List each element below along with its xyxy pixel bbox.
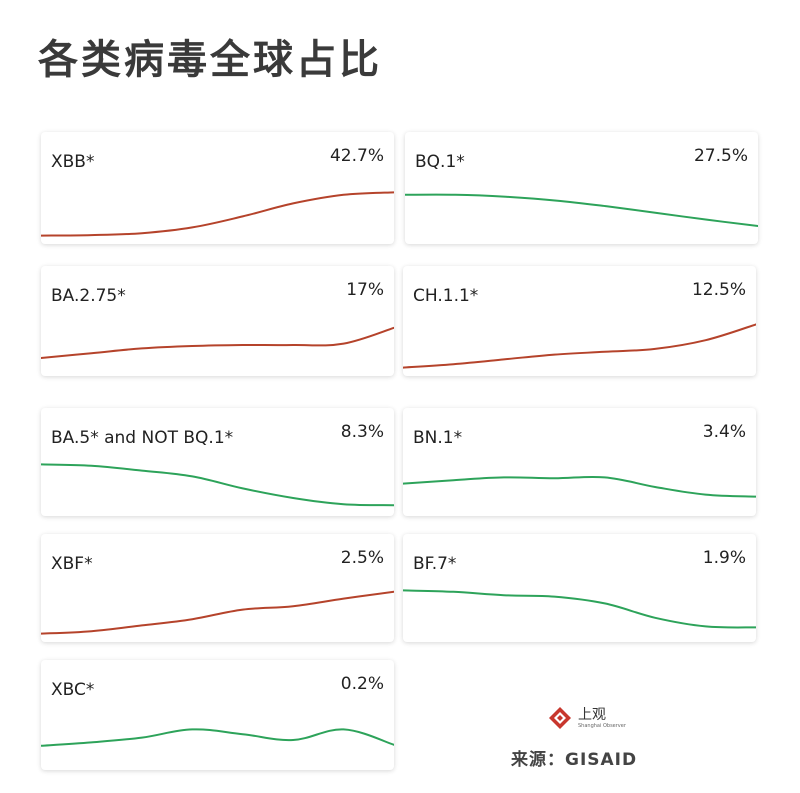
sparkline-ba5 xyxy=(41,463,394,507)
variant-name: XBC* xyxy=(51,680,95,700)
variant-name: XBB* xyxy=(51,152,95,172)
variant-share: 27.5% xyxy=(693,146,748,166)
variant-share: 12.5% xyxy=(691,280,746,300)
variant-share: 17% xyxy=(346,280,384,300)
logo-text-en: Shanghai Observer xyxy=(578,722,626,729)
sparkline-xbc xyxy=(41,728,394,747)
variant-name: BA.2.75* xyxy=(51,286,126,306)
sparkline-path xyxy=(41,728,394,747)
sparkline-xbf xyxy=(41,590,394,635)
shanghai-observer-logo: 上观 Shanghai Observer xyxy=(548,706,626,730)
sparkline-xbb xyxy=(41,191,394,237)
variant-name: XBF* xyxy=(51,554,93,574)
sparkline-path xyxy=(41,191,394,237)
sparkline-path xyxy=(41,326,394,359)
shanghai-observer-logo-icon xyxy=(549,707,571,729)
sparkline-path xyxy=(403,323,756,369)
sparkline-path xyxy=(41,463,394,507)
variant-share: 8.3% xyxy=(340,422,384,442)
variant-card-bn1: BN.1* 3.4% xyxy=(403,408,756,516)
variant-card-bf7: BF.7* 1.9% xyxy=(403,534,756,642)
variant-share: 42.7% xyxy=(329,146,384,166)
variant-share: 2.5% xyxy=(340,548,384,568)
logo-text-cn: 上观 xyxy=(578,706,606,723)
variant-card-xbf: XBF* 2.5% xyxy=(41,534,394,642)
variant-name: BQ.1* xyxy=(415,152,465,172)
sparkline-ch11 xyxy=(403,323,756,369)
sparkline-path xyxy=(41,590,394,635)
sparkline-ba275 xyxy=(41,326,394,359)
variant-name: CH.1.1* xyxy=(413,286,479,306)
sparkline-bf7 xyxy=(403,589,756,629)
variant-name: BN.1* xyxy=(413,428,463,448)
sparkline-path xyxy=(403,475,756,498)
variant-share: 1.9% xyxy=(702,548,746,568)
variant-share: 0.2% xyxy=(340,674,384,694)
variant-card-xbb: XBB* 42.7% xyxy=(41,132,394,244)
variant-card-bq1: BQ.1* 27.5% xyxy=(405,132,758,244)
sparkline-bq1 xyxy=(405,193,758,227)
variant-card-ba275: BA.2.75* 17% xyxy=(41,266,394,376)
sparkline-bn1 xyxy=(403,475,756,498)
variant-name: BF.7* xyxy=(413,554,457,574)
variant-name: BA.5* and NOT BQ.1* xyxy=(51,428,234,448)
sparkline-path xyxy=(405,193,758,227)
page-title: 各类病毒全球占比 xyxy=(38,37,382,83)
variant-card-xbc: XBC* 0.2% xyxy=(41,660,394,770)
data-source: 来源：GISAID xyxy=(511,750,638,770)
variant-card-ch11: CH.1.1* 12.5% xyxy=(403,266,756,376)
variant-share: 3.4% xyxy=(702,422,746,442)
variant-card-ba5: BA.5* and NOT BQ.1* 8.3% xyxy=(41,408,394,516)
sparkline-path xyxy=(403,589,756,629)
